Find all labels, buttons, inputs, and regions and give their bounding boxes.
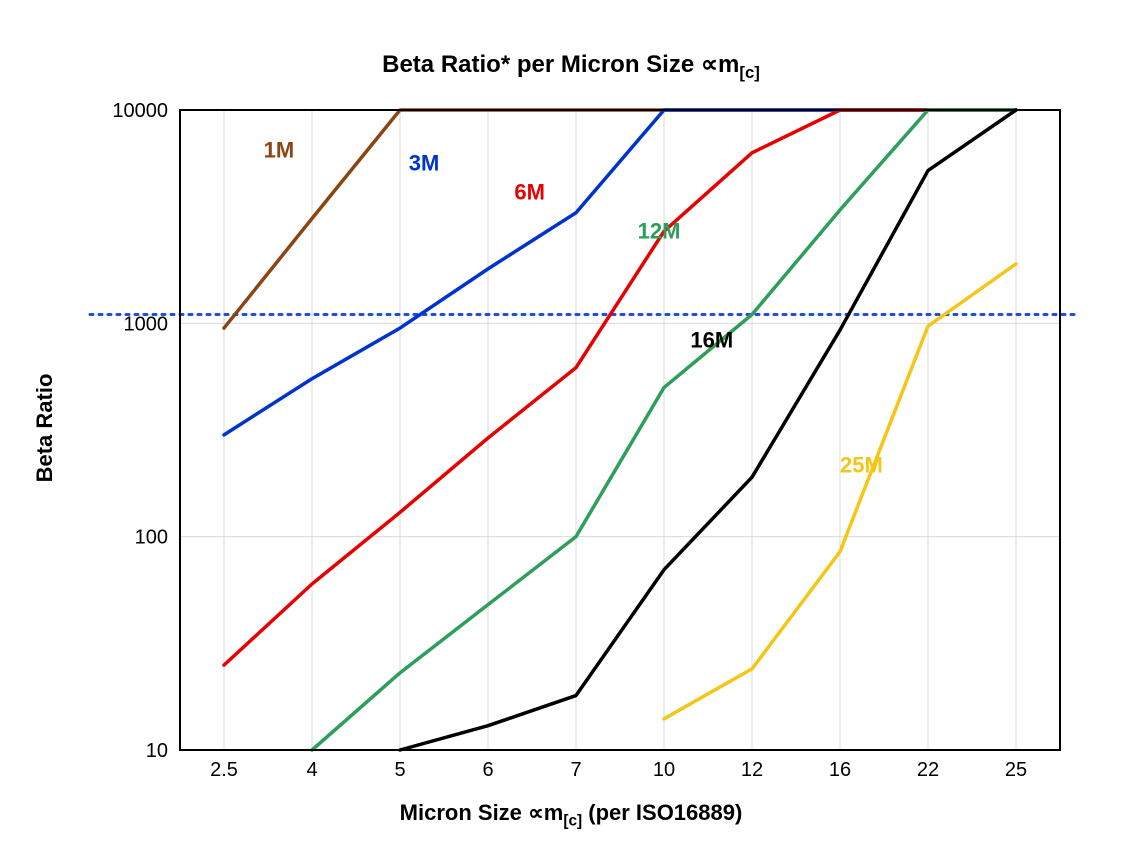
x-tick-label: 12	[741, 759, 763, 781]
x-tick-label: 16	[829, 759, 851, 781]
x-tick-label: 7	[570, 759, 581, 781]
chart-container: Beta Ratio* per Micron Size ∝m[c] Beta R…	[0, 0, 1142, 860]
series-label: 16M	[690, 328, 733, 353]
y-tick-label: 10	[146, 740, 168, 762]
chart-svg: 10 100 1000 10000 2.5 4 5 6 7 10 12 16 22 25 1M 3M 6M 12M…	[0, 0, 1142, 860]
y-tick-label: 1000	[124, 313, 169, 335]
x-tick-label: 6	[482, 759, 493, 781]
y-tick-label: 100	[135, 527, 168, 549]
x-tick-label: 5	[394, 759, 405, 781]
x-tick-label: 2.5	[210, 759, 238, 781]
y-tick-label: 10000	[112, 100, 168, 122]
series-label: 25M	[840, 452, 883, 477]
series-label: 1M	[264, 137, 295, 162]
x-tick-label: 25	[1005, 759, 1027, 781]
series-label: 3M	[409, 151, 440, 176]
x-tick-label: 10	[653, 759, 675, 781]
series-label: 6M	[514, 180, 545, 205]
x-tick-label: 4	[306, 759, 317, 781]
series-label: 12M	[638, 218, 681, 243]
x-tick-label: 22	[917, 759, 939, 781]
